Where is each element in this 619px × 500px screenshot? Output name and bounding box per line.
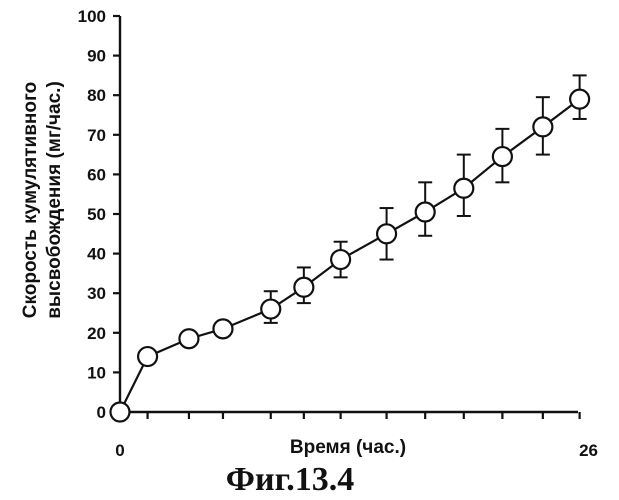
y-tick-label: 70 bbox=[87, 126, 106, 145]
figure-caption: Фиг.13.4 bbox=[226, 461, 354, 498]
data-point bbox=[416, 203, 435, 222]
data-point bbox=[261, 300, 280, 319]
y-tick-label: 40 bbox=[87, 245, 106, 264]
data-point bbox=[111, 403, 130, 422]
y-axis-title-line2: высвобождения (мг/час.) bbox=[44, 81, 65, 319]
data-point bbox=[294, 278, 313, 297]
y-tick-label: 10 bbox=[87, 363, 106, 382]
y-tick-label: 90 bbox=[87, 47, 106, 66]
x-tick-label: 26 bbox=[579, 441, 598, 460]
x-tick-label: 0 bbox=[115, 441, 124, 460]
y-tick-label: 100 bbox=[78, 7, 106, 26]
x-axis-title: Время (час.) bbox=[290, 437, 406, 458]
data-point bbox=[454, 179, 473, 198]
y-tick-label: 0 bbox=[97, 403, 106, 422]
data-point bbox=[493, 147, 512, 166]
data-series bbox=[111, 75, 590, 421]
data-point bbox=[138, 347, 157, 366]
y-tick-label: 80 bbox=[87, 86, 106, 105]
y-axis-title: Скорость кумулятивного высвобождения (мг… bbox=[20, 81, 65, 319]
y-tick-label: 50 bbox=[87, 205, 106, 224]
data-point bbox=[377, 224, 396, 243]
data-point bbox=[331, 250, 350, 269]
data-point bbox=[213, 319, 232, 338]
y-tick-label: 60 bbox=[87, 165, 106, 184]
data-point bbox=[570, 90, 589, 109]
axes: 0 10 20 30 40 50 60 70 80 90 100 0 26 bbox=[78, 7, 598, 460]
y-tick-label: 30 bbox=[87, 284, 106, 303]
data-point bbox=[179, 329, 198, 348]
y-tick-label: 20 bbox=[87, 324, 106, 343]
data-point bbox=[533, 117, 552, 136]
y-axis-title-line1: Скорость кумулятивного bbox=[20, 82, 41, 319]
